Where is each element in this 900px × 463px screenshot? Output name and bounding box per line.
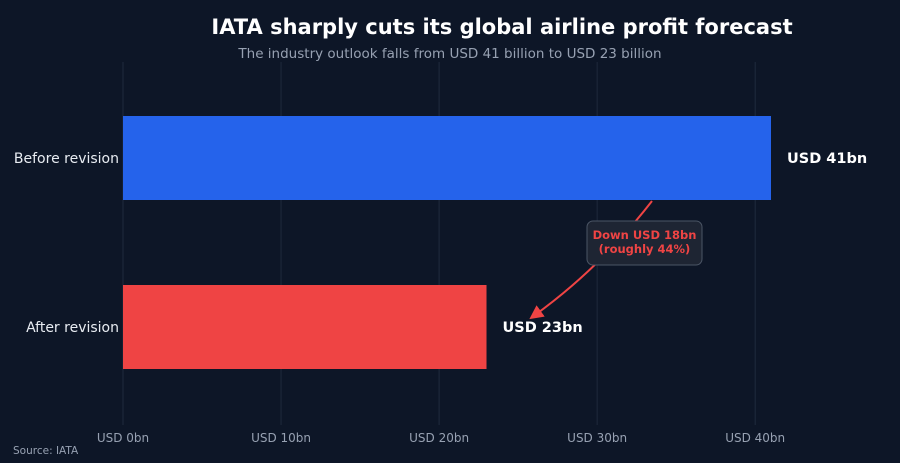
value-label: USD 23bn — [503, 320, 583, 336]
x-tick-label: USD 20bn — [409, 431, 469, 445]
x-tick-label: USD 40bn — [725, 431, 785, 445]
chart-title: IATA sharply cuts its global airline pro… — [211, 15, 792, 39]
value-labels: USD 41bn USD 23bn — [503, 151, 868, 336]
bars — [123, 116, 771, 369]
annotation-text: (roughly 44%) — [599, 242, 691, 256]
x-tick-label: USD 0bn — [97, 431, 149, 445]
chart-subtitle: The industry outlook falls from USD 41 b… — [237, 46, 661, 62]
bar-after-revision — [123, 285, 487, 369]
category-label: Before revision — [14, 151, 119, 167]
x-tick-label: USD 30bn — [567, 431, 627, 445]
annotation-box — [586, 220, 703, 266]
bar-before-revision — [123, 116, 771, 200]
x-tick-label: USD 10bn — [251, 431, 311, 445]
x-axis-ticks: USD 0bn USD 10bn USD 20bn USD 30bn USD 40bn — [97, 431, 785, 445]
annotation: Down USD 18bn(roughly 44%) — [529, 200, 703, 320]
category-label: After revision — [26, 320, 119, 336]
value-label: USD 41bn — [787, 151, 867, 167]
annotation-text: Down USD 18bn — [593, 228, 697, 242]
source-note: Source: IATA — [13, 445, 79, 457]
category-labels: Before revision After revision — [14, 151, 119, 336]
